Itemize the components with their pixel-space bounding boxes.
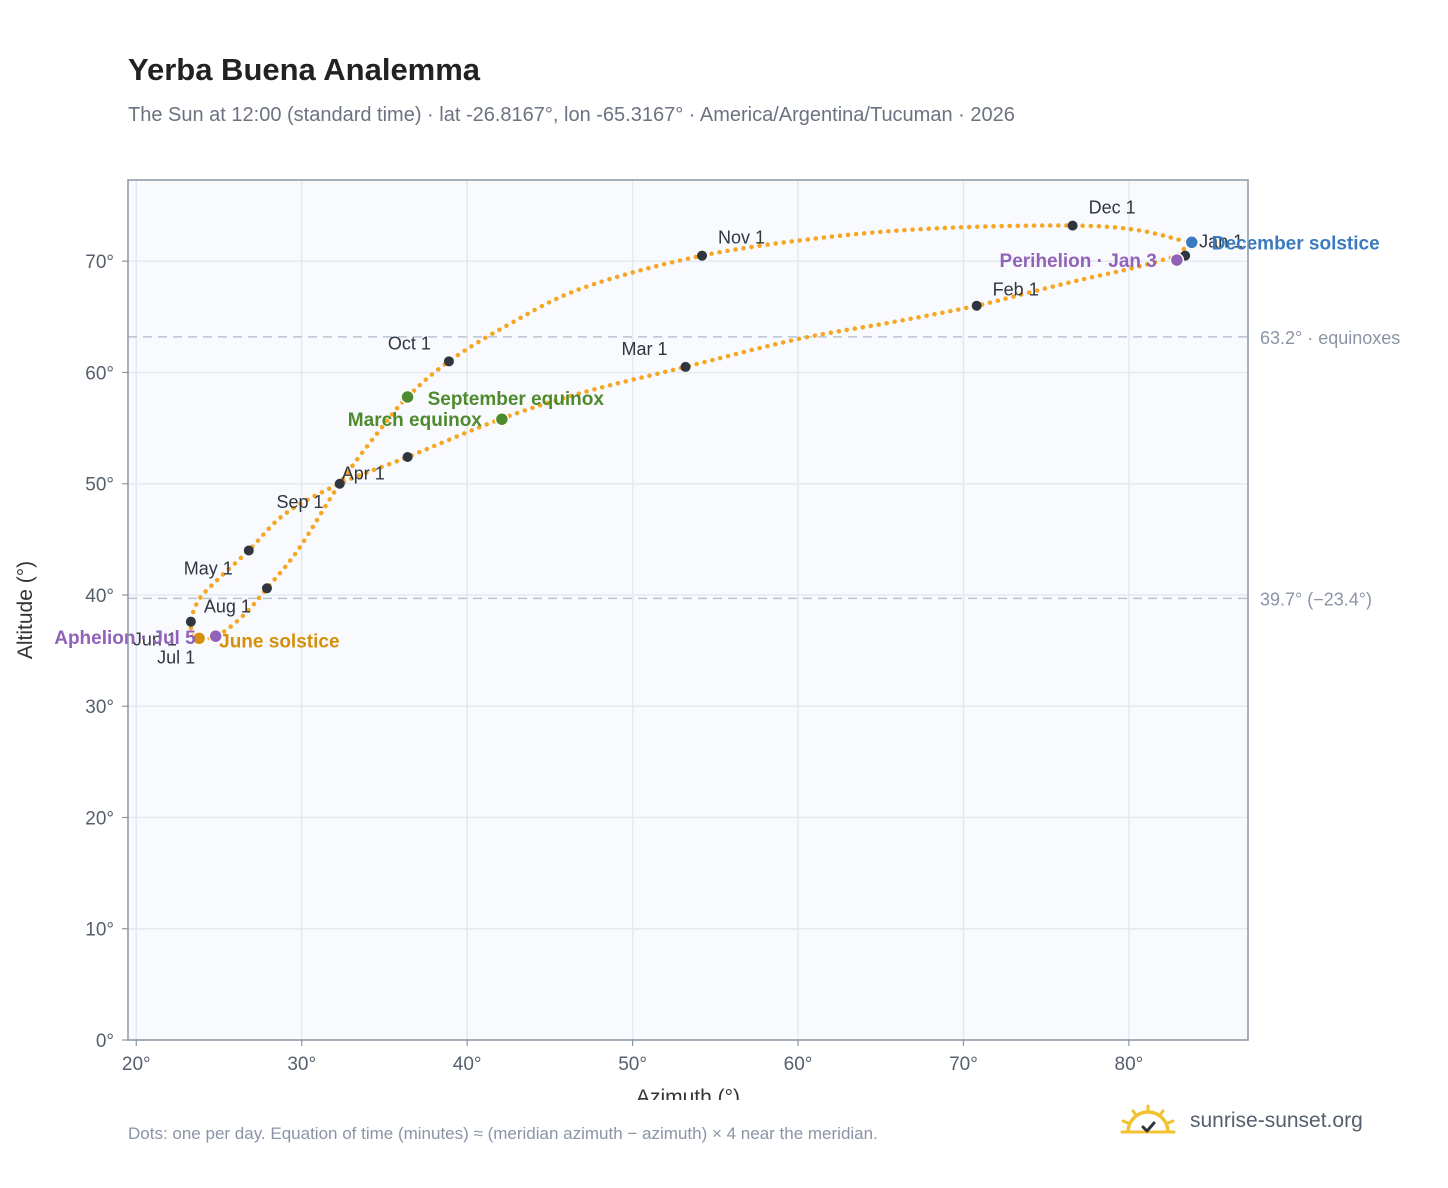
month-marker xyxy=(243,545,254,556)
month-marker xyxy=(443,356,454,367)
month-marker xyxy=(334,478,345,489)
event-marker xyxy=(208,628,223,644)
event-label: September equinox xyxy=(428,389,605,410)
plot-area xyxy=(128,180,1248,1040)
y-tick-label: 40° xyxy=(85,586,114,607)
y-tick-label: 0° xyxy=(96,1031,114,1052)
month-label: Nov 1 xyxy=(718,228,765,248)
x-tick-label: 20° xyxy=(122,1054,151,1075)
month-label: Dec 1 xyxy=(1089,198,1136,218)
month-label: Mar 1 xyxy=(622,339,668,359)
month-label: Oct 1 xyxy=(388,333,431,353)
reference-line-label: 39.7° (−23.4°) xyxy=(1260,589,1372,609)
chart-subtitle: The Sun at 12:00 (standard time) · lat -… xyxy=(128,104,1015,126)
x-axis-label: Azimuth (°) xyxy=(636,1086,740,1100)
month-marker xyxy=(261,583,272,594)
month-label: Sep 1 xyxy=(277,492,324,512)
month-label: Aug 1 xyxy=(204,596,251,616)
month-label: Jan 1 xyxy=(1199,232,1243,252)
y-tick-label: 60° xyxy=(85,363,114,384)
month-label: Jun 1 xyxy=(133,630,177,650)
x-tick-label: 60° xyxy=(784,1054,813,1075)
month-marker xyxy=(971,300,982,311)
brand[interactable]: sunrise-sunset.org xyxy=(1120,1104,1363,1138)
event-label: June solstice xyxy=(219,631,339,652)
event-label: March equinox xyxy=(348,410,483,431)
x-tick-label: 80° xyxy=(1115,1054,1144,1075)
month-marker xyxy=(1067,220,1078,231)
event-marker xyxy=(494,411,510,427)
month-marker xyxy=(697,250,708,261)
month-label: Apr 1 xyxy=(342,464,385,484)
event-label: Perihelion · Jan 3 xyxy=(1000,251,1157,272)
plot-frame xyxy=(127,179,1249,1041)
y-tick-label: 70° xyxy=(85,252,114,273)
event-marker xyxy=(1169,252,1185,268)
y-axis-label: Altitude (°) xyxy=(14,561,37,659)
month-marker xyxy=(402,452,413,463)
x-tick-label: 50° xyxy=(618,1054,647,1075)
event-label: Aphelion · Jul 5 xyxy=(54,628,196,649)
event-marker xyxy=(400,389,415,405)
month-label: Feb 1 xyxy=(993,280,1039,300)
analemma-curve xyxy=(188,223,1191,641)
brand-name: sunrise-sunset.org xyxy=(1190,1109,1363,1132)
analemma-chart: 63.2° · equinoxes 39.7° (−23.4°) Jan 1 Feb… xyxy=(14,179,1400,1100)
x-tick-label: 40° xyxy=(453,1054,482,1075)
reference-line-label: 63.2° · equinoxes xyxy=(1260,328,1400,348)
event-marker xyxy=(1184,235,1200,250)
y-tick-label: 20° xyxy=(85,808,114,829)
x-tick-label: 30° xyxy=(287,1054,316,1075)
y-tick-label: 30° xyxy=(85,697,114,718)
month-marker xyxy=(185,616,196,627)
y-tick-label: 50° xyxy=(85,475,114,496)
daily-dots xyxy=(188,223,1191,641)
x-tick-label: 70° xyxy=(949,1054,978,1075)
sun-logo-icon xyxy=(1120,1104,1176,1134)
reference-lines: 63.2° · equinoxes 39.7° (−23.4°) xyxy=(128,328,1400,609)
month-label: May 1 xyxy=(184,558,233,578)
month-marker xyxy=(680,361,691,372)
chart-title: Yerba Buena Analemma xyxy=(128,52,481,87)
y-tick-label: 10° xyxy=(85,920,114,941)
event-marker xyxy=(191,631,207,646)
axis-ticks: 20° 30° 40° 50° 60° 70° 80° 0° 10° 20° 30° 40° 50° 60… xyxy=(85,252,1143,1075)
footnote: Dots: one per day. Equation of time (min… xyxy=(128,1124,878,1143)
month-label: Jul 1 xyxy=(157,647,195,667)
event-label: December solstice xyxy=(1212,233,1380,254)
